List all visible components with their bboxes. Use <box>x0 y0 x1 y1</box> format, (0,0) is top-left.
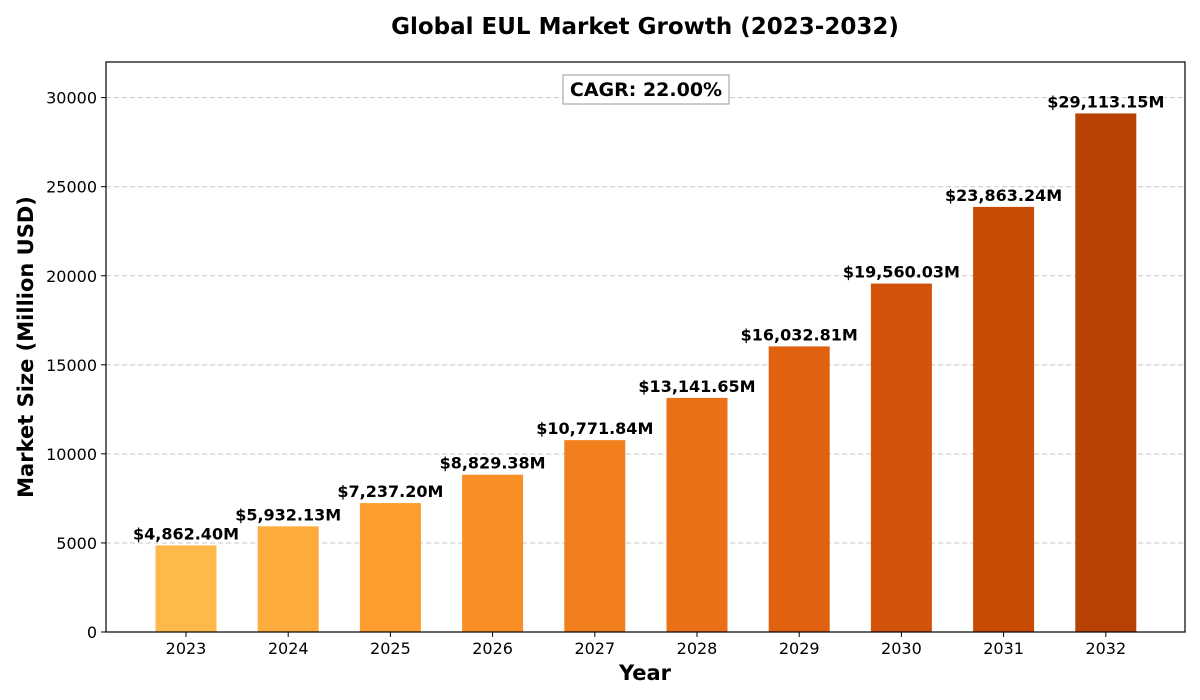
x-tick-label: 2026 <box>472 639 513 658</box>
data-labels: $4,862.40M$5,932.13M $7,237.20M $8,829.38M… <box>133 92 1164 543</box>
x-tick-label: 2028 <box>677 639 718 658</box>
bar-2031 <box>973 206 1035 632</box>
y-tick-label: 10000 <box>46 445 97 464</box>
y-tick-label: 30000 <box>46 89 97 108</box>
bar-2030 <box>870 283 932 632</box>
y-tick-label: 20000 <box>46 267 97 286</box>
x-axis-title: Year <box>618 661 672 685</box>
plot-frame <box>105 61 1186 633</box>
y-tick-label: 25000 <box>46 178 97 197</box>
data-label: $10,771.84M <box>536 419 653 438</box>
bar-2024 <box>257 526 319 632</box>
x-tick-label: 2032 <box>1085 639 1126 658</box>
x-tick-label: 2024 <box>268 639 309 658</box>
cagr-box <box>562 74 730 105</box>
y-tick-label: 15000 <box>46 356 97 375</box>
x-tick-label: 2030 <box>881 639 922 658</box>
data-label: $13,141.65M <box>638 377 755 396</box>
x-axis: 2023 2024 2025 2026 2027 2028 2029 2030 2031 2032 <box>166 632 1126 658</box>
cagr-annotation: CAGR: 22.00% <box>562 74 730 105</box>
data-label: $7,237.20M <box>337 482 443 501</box>
x-tick-label: 2025 <box>370 639 411 658</box>
bar-2028 <box>666 397 728 632</box>
data-label: $8,829.38M <box>440 454 546 473</box>
y-axis-title: Market Size (Million USD) <box>14 196 38 498</box>
data-label: $19,560.03M <box>843 263 960 282</box>
data-label: $29,113.15M <box>1047 92 1164 111</box>
x-tick-label: 2031 <box>983 639 1024 658</box>
data-label: $23,863.24M <box>945 186 1062 205</box>
bar-2023 <box>155 545 217 632</box>
x-tick-label: 2027 <box>574 639 615 658</box>
y-axis: 0 5000 10000 15000 20000 25000 30000 <box>46 89 106 642</box>
bar-2032 <box>1075 113 1137 633</box>
data-label: $16,032.81M <box>741 325 858 344</box>
bar-2026 <box>462 474 524 632</box>
chart-title: Global EUL Market Growth (2023-2032) <box>391 14 899 40</box>
x-tick-label: 2023 <box>166 639 207 658</box>
y-tick-label: 5000 <box>56 534 97 553</box>
bar-2027 <box>564 440 626 632</box>
data-label: $4,862.40M <box>133 524 239 543</box>
bar-2025 <box>359 503 421 632</box>
y-tick-label: 0 <box>87 623 97 642</box>
bar-2029 <box>768 346 830 632</box>
cagr-text: CAGR: 22.00% <box>570 79 722 101</box>
data-label: $5,932.13M <box>235 505 341 524</box>
x-tick-label: 2029 <box>779 639 820 658</box>
bars <box>155 113 1137 633</box>
